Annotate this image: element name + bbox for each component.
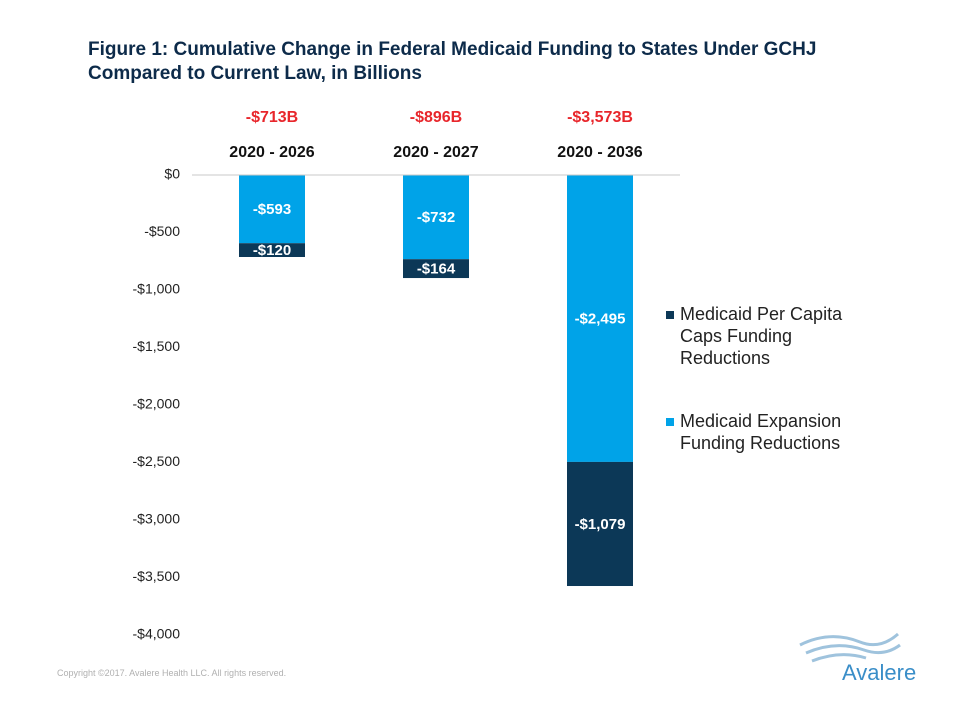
bar-segment [403, 175, 469, 260]
chart-title: Figure 1: Cumulative Change in Federal M… [88, 39, 817, 84]
value-label: -$2,495 [575, 310, 626, 327]
value-label: -$164 [417, 261, 456, 278]
bar-segment [567, 461, 633, 587]
bar-segment [239, 175, 305, 244]
legend-label: Medicaid Per Capita Caps Funding Reducti… [680, 304, 843, 368]
footer: Copyright ©2017. Avalere Health LLC. All… [57, 668, 287, 678]
legend-marker [666, 311, 674, 319]
y-tick-label: -$4,000 [133, 626, 181, 642]
bar-segment [403, 259, 469, 279]
y-tick-label: -$3,000 [133, 511, 181, 527]
y-tick-label: -$1,500 [133, 338, 181, 354]
total-label: -$896B [410, 109, 462, 126]
value-label: -$593 [253, 201, 291, 218]
y-tick-label: -$1,000 [133, 281, 181, 297]
total-label: -$713B [246, 109, 298, 126]
legend-label: Medicaid Expansion Funding Reductions [680, 411, 842, 453]
value-label: -$1,079 [575, 516, 626, 533]
total-label: -$3,573B [567, 109, 633, 126]
bar-segment [239, 243, 305, 257]
y-tick-label: -$2,000 [133, 396, 181, 412]
value-label: -$732 [417, 209, 455, 226]
y-tick-label: $0 [164, 166, 180, 182]
category-label: 2020 - 2036 [557, 144, 643, 161]
y-tick-label: -$3,500 [133, 568, 181, 584]
category-label: 2020 - 2026 [229, 144, 315, 161]
y-tick-label: -$500 [144, 223, 180, 239]
logo: Avalere [842, 660, 917, 685]
logo-waves [799, 632, 901, 663]
bar-segment [567, 175, 633, 462]
value-label: -$120 [253, 242, 291, 259]
y-tick-label: -$2,500 [133, 453, 181, 469]
category-label: 2020 - 2027 [393, 144, 479, 161]
legend-marker [666, 418, 674, 426]
